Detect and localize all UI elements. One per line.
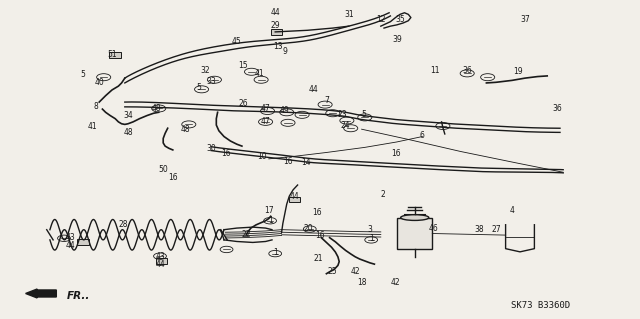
Text: 44: 44 — [289, 192, 300, 201]
Text: 10: 10 — [257, 152, 268, 161]
Text: 17: 17 — [264, 206, 274, 215]
Text: 1: 1 — [369, 234, 374, 243]
Text: 19: 19 — [513, 67, 524, 76]
Bar — [109, 52, 121, 58]
Text: 4: 4 — [509, 206, 515, 215]
Bar — [397, 218, 433, 249]
Text: 26: 26 — [238, 99, 248, 108]
Text: 5: 5 — [81, 70, 86, 79]
Text: 18: 18 — [357, 278, 366, 287]
Bar — [289, 197, 300, 202]
Text: 32: 32 — [200, 66, 210, 75]
Text: 44: 44 — [270, 8, 280, 17]
Text: 42: 42 — [350, 267, 360, 276]
Text: 47: 47 — [260, 104, 271, 113]
Text: 48: 48 — [152, 104, 162, 113]
Text: 48: 48 — [180, 125, 191, 134]
Text: 49: 49 — [280, 106, 290, 115]
Text: 16: 16 — [283, 157, 293, 166]
Text: FR..: FR.. — [67, 291, 91, 301]
Text: 44: 44 — [65, 241, 76, 250]
Text: 36: 36 — [462, 66, 472, 75]
Text: 48: 48 — [123, 128, 133, 137]
Text: 16: 16 — [221, 149, 231, 158]
Text: 35: 35 — [395, 15, 405, 24]
Text: 45: 45 — [232, 37, 242, 46]
Text: 12: 12 — [376, 15, 385, 24]
Text: 29: 29 — [270, 21, 280, 30]
Bar — [271, 29, 282, 35]
Text: 50: 50 — [158, 165, 168, 174]
Bar — [77, 239, 89, 245]
Text: 8: 8 — [93, 102, 99, 111]
Text: 41: 41 — [254, 69, 264, 78]
Text: 41: 41 — [88, 122, 98, 130]
Text: 1: 1 — [273, 248, 278, 256]
Text: 36: 36 — [552, 104, 562, 113]
Text: 13: 13 — [273, 42, 284, 51]
Text: 16: 16 — [168, 173, 178, 182]
Text: 34: 34 — [123, 111, 133, 120]
Text: 11: 11 — [431, 66, 440, 75]
Text: 2: 2 — [380, 190, 385, 199]
Text: SK73 B3360D: SK73 B3360D — [511, 301, 570, 310]
Text: 9: 9 — [282, 47, 287, 56]
Text: 46: 46 — [429, 224, 439, 233]
Text: 28: 28 — [118, 220, 127, 229]
FancyArrow shape — [26, 289, 56, 298]
Bar — [156, 258, 167, 264]
Text: 42: 42 — [390, 278, 401, 287]
Text: 23: 23 — [337, 110, 348, 119]
Text: 16: 16 — [315, 231, 325, 240]
Text: 43: 43 — [65, 233, 76, 242]
Text: 30: 30 — [206, 144, 216, 153]
Text: 21: 21 — [314, 254, 323, 263]
Text: 33: 33 — [206, 77, 216, 86]
Text: 14: 14 — [301, 158, 311, 167]
Text: 27: 27 — [492, 225, 502, 234]
Text: 15: 15 — [238, 61, 248, 70]
Text: 16: 16 — [390, 149, 401, 158]
Text: 40: 40 — [94, 78, 104, 87]
Text: 38: 38 — [474, 225, 484, 234]
Text: 44: 44 — [155, 260, 165, 269]
Text: 5: 5 — [196, 83, 201, 92]
Text: 1: 1 — [268, 216, 273, 225]
Text: 7: 7 — [324, 96, 329, 105]
Text: 16: 16 — [312, 208, 322, 217]
Text: 44: 44 — [308, 85, 319, 94]
Text: 22: 22 — [242, 230, 251, 239]
Text: 6: 6 — [420, 131, 425, 140]
Text: 37: 37 — [520, 15, 530, 24]
Text: 47: 47 — [260, 117, 271, 126]
Text: 31: 31 — [344, 10, 354, 19]
Text: 43: 43 — [155, 252, 165, 261]
Text: 25: 25 — [328, 267, 338, 276]
Text: 5: 5 — [361, 110, 366, 119]
Text: 3: 3 — [367, 225, 372, 234]
Text: 24: 24 — [340, 121, 351, 130]
Text: 51: 51 — [107, 50, 117, 59]
Ellipse shape — [401, 215, 429, 220]
Text: 39: 39 — [392, 35, 402, 44]
Text: 20: 20 — [303, 224, 314, 233]
